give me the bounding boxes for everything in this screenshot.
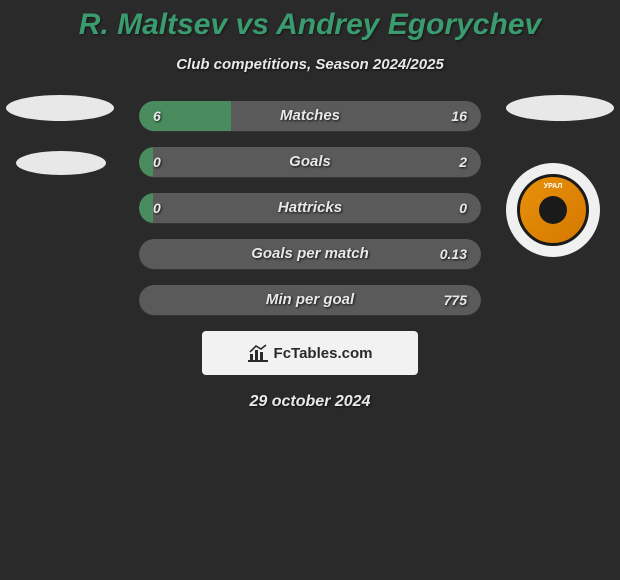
stat-label: Hattricks [139, 193, 481, 223]
stat-row: Min per goal775 [139, 285, 481, 315]
right-club-badges: УРАЛ [506, 95, 614, 257]
stat-label: Goals per match [139, 239, 481, 269]
stat-label: Goals [139, 147, 481, 177]
stat-row: Goals0 2 [139, 147, 481, 177]
right-badge-placeholder-1 [506, 95, 614, 121]
stat-value-left: 6 [153, 101, 161, 131]
stat-value-right: 775 [444, 285, 467, 315]
stat-label: Matches [139, 101, 481, 131]
stat-value-left: 0 [153, 193, 161, 223]
snapshot-date: 29 october 2024 [0, 393, 620, 411]
stat-value-right: 0 [459, 193, 467, 223]
left-badge-placeholder-2 [16, 151, 106, 175]
stat-value-left: 0 [153, 147, 161, 177]
comparison-subtitle: Club competitions, Season 2024/2025 [0, 56, 620, 73]
brand-attribution[interactable]: FcTables.com [202, 331, 418, 375]
comparison-title: R. Maltsev vs Andrey Egorychev [0, 0, 620, 42]
left-badge-placeholder-1 [6, 95, 114, 121]
left-club-badges [6, 95, 114, 205]
brand-text: FcTables.com [274, 345, 373, 362]
club-logo-text: УРАЛ [520, 183, 586, 190]
chart-icon [248, 344, 268, 362]
stat-bars: Matches616Goals02Hattricks00Goals per ma… [139, 101, 481, 315]
soccer-ball-icon [539, 196, 567, 224]
stat-value-right: 0.13 [440, 239, 467, 269]
stat-row: Hattricks0 0 [139, 193, 481, 223]
stat-label: Min per goal [139, 285, 481, 315]
stat-value-right: 2 [459, 147, 467, 177]
right-club-logo: УРАЛ [506, 163, 600, 257]
stat-row: Goals per match0.13 [139, 239, 481, 269]
stat-row: Matches6 16 [139, 101, 481, 131]
stat-value-right: 16 [451, 101, 467, 131]
comparison-content: УРАЛ Matches616Goals02Hattricks00Goals p… [0, 101, 620, 411]
